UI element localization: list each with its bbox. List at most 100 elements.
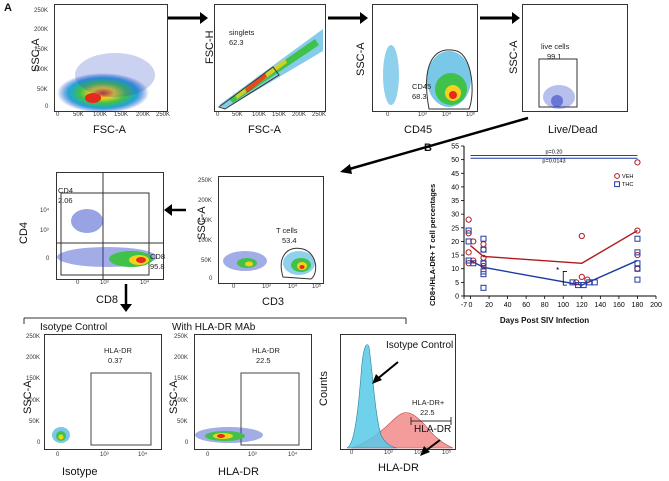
y-tick-label: 50	[451, 157, 459, 164]
tick: 150K	[174, 376, 189, 382]
tick: 0	[45, 104, 49, 110]
tick: 10⁴	[442, 112, 452, 118]
chart-annotations: p=0.20 p=0.0143 *	[470, 150, 638, 286]
tick: 0	[46, 256, 50, 262]
plot3-xlabel: CD45	[404, 124, 433, 136]
flow-plot-cd3	[218, 176, 324, 284]
point-thc	[480, 260, 487, 267]
legend-label-veh: VEH	[622, 174, 633, 180]
y-tick-label: 5	[455, 280, 459, 287]
tick: 10³	[100, 452, 109, 458]
point-thc	[634, 276, 641, 283]
tick: 10³	[418, 112, 427, 118]
flow-plot-cd45	[372, 4, 478, 112]
flow-plot-cd4-cd8	[56, 172, 164, 280]
tick: 150K	[114, 112, 129, 118]
plot2-xlabel: FSC-A	[248, 124, 281, 136]
significance-bracket	[562, 271, 567, 286]
legend-marker-thc	[614, 181, 620, 188]
tick: 50K	[29, 419, 40, 425]
x-tick-label: 180	[632, 302, 644, 309]
arrow-1-to-2	[168, 12, 208, 24]
plot7-xlabel: Isotype	[62, 466, 98, 478]
gate-label-hladr: HLA-DR	[252, 346, 280, 355]
gate-label-cd45: CD45	[412, 82, 432, 91]
tick: 0	[56, 452, 60, 458]
point-veh	[578, 273, 585, 281]
y-tick-label: 0	[455, 294, 459, 301]
y-tick-label: 25	[451, 225, 459, 232]
point-thc	[480, 246, 487, 253]
density-cloud-6	[57, 173, 163, 279]
tick: 10⁴	[140, 280, 150, 286]
tick: 0	[56, 112, 60, 118]
mean-line-veh	[470, 229, 638, 264]
hist-annotation-isotype: Isotype Control	[386, 340, 454, 351]
x-tick-label: 0	[469, 302, 473, 309]
gate-value-isotype: 0.37	[108, 356, 123, 365]
gate-label-live: live cells	[541, 42, 570, 51]
density-cloud-5	[223, 247, 317, 280]
chart-xticks: -7 0 20 40 60 80 100 120 140 160 180 200	[461, 296, 662, 309]
tick: 50K	[37, 87, 48, 93]
tick: 150K	[198, 218, 213, 224]
point-thc	[465, 238, 472, 245]
density-cloud-1	[57, 53, 155, 111]
point-thc	[634, 265, 641, 272]
point-thc	[480, 284, 487, 291]
tick: 10³	[248, 452, 257, 458]
point-thc	[591, 279, 598, 286]
gate-label-isotype: HLA-DR	[104, 346, 132, 355]
quadrant-value-cd4: 2.06	[58, 196, 73, 205]
y-tick-label: 55	[451, 144, 459, 151]
tick: 200K	[136, 112, 151, 118]
tick: 100K	[93, 112, 108, 118]
arrow-2-to-3	[328, 12, 368, 24]
point-veh	[578, 232, 585, 240]
flow-plot-isotype	[44, 334, 162, 450]
x-tick-label: -7	[461, 302, 467, 309]
hist-annotation-hladr: HLA-DR	[414, 424, 452, 435]
pvalue-thc: p=0.0143	[542, 158, 565, 164]
chart-frame	[463, 146, 656, 297]
tick: 0	[76, 280, 80, 286]
point-thc	[634, 235, 641, 242]
x-tick-label: 160	[613, 302, 625, 309]
tick: 100K	[26, 398, 41, 404]
density-cloud-4	[538, 58, 578, 109]
chart-legend: VEH THC	[614, 173, 633, 188]
tick: 10³	[262, 284, 271, 290]
point-veh	[465, 249, 472, 256]
x-tick-label: 100	[557, 302, 569, 309]
chart-ylabel: CD8+/HLA-DR+ T cell percentages	[428, 183, 437, 306]
tick: 0	[206, 452, 210, 458]
plot1-xlabel: FSC-A	[93, 124, 126, 136]
significance-star: *	[556, 266, 559, 275]
tick: 250K	[26, 334, 41, 340]
tick: 100K	[34, 67, 49, 73]
chart-yticks: 0 5 10 15 20 25 30 35 40 45 50 55	[451, 144, 464, 301]
tick: 10³	[40, 228, 49, 234]
point-thc	[575, 282, 582, 289]
flow-plot-hladr	[194, 334, 312, 450]
gate-value-hladr-plus: 22.5	[420, 408, 435, 417]
chart-mean-lines	[470, 229, 638, 286]
flow-plot-singlets	[214, 4, 326, 112]
flow-plot-live-dead	[522, 4, 628, 112]
x-tick-label: 80	[541, 302, 549, 309]
chart-points	[465, 159, 641, 291]
arrow-3-to-4	[480, 12, 520, 24]
tick: 0	[37, 440, 41, 446]
chart-b: 0 5 10 15 20 25 30 35 40 45 50 55 -7 0 20 40 60 80 100 120…	[451, 144, 662, 310]
point-thc	[634, 249, 641, 256]
tick: 10⁴	[414, 450, 424, 456]
density-cloud-7	[52, 372, 152, 446]
point-veh	[634, 227, 641, 234]
tick: 250K	[312, 112, 327, 118]
y-tick-label: 15	[451, 253, 459, 260]
tick: 10⁵	[466, 112, 476, 118]
y-tick-label: 45	[451, 171, 459, 178]
tick: 10⁵	[312, 284, 322, 290]
